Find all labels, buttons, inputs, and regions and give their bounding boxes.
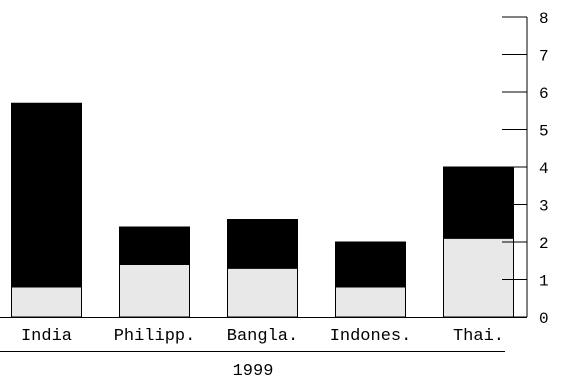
- x-category-label-indones: Indones.: [330, 327, 412, 346]
- x-category-label-bangla: Bangla.: [227, 327, 298, 346]
- bar-segment-1-indones: [335, 286, 406, 318]
- bar-segment-2-india: [11, 102, 82, 288]
- bar-segment-2-thai: [443, 166, 514, 239]
- y-tick-label-4: 4: [539, 160, 549, 178]
- x-category-label-india: India: [21, 327, 72, 346]
- bar-segment-1-bangla: [227, 267, 298, 318]
- y-tick-label-8: 8: [539, 10, 549, 28]
- bar-segment-1-thai: [443, 237, 514, 318]
- bars-layer: [11, 102, 514, 318]
- y-tick-label-0: 0: [539, 310, 549, 328]
- y-axis: 0 1 2 3 4 5 6 7 8: [502, 10, 549, 328]
- bar-segment-2-philipp: [119, 226, 190, 265]
- x-axis: India Philipp. Bangla. Indones. Thai. 1999: [0, 317, 527, 377]
- y-tick-label-2: 2: [539, 235, 549, 253]
- y-tick-label-6: 6: [539, 85, 549, 103]
- x-group-label: 1999: [233, 362, 274, 377]
- bar-segment-2-bangla: [227, 219, 298, 269]
- y-tick-label-3: 3: [539, 198, 549, 216]
- bar-segment-2-indones: [335, 241, 406, 288]
- bar-segment-1-india: [11, 286, 82, 318]
- x-category-label-philipp: Philipp.: [114, 327, 196, 346]
- y-tick-label-7: 7: [539, 48, 549, 66]
- bar-segment-1-philipp: [119, 264, 190, 318]
- x-category-label-thai: Thai.: [453, 327, 504, 346]
- y-tick-label-5: 5: [539, 123, 549, 141]
- y-tick-label-1: 1: [539, 273, 549, 291]
